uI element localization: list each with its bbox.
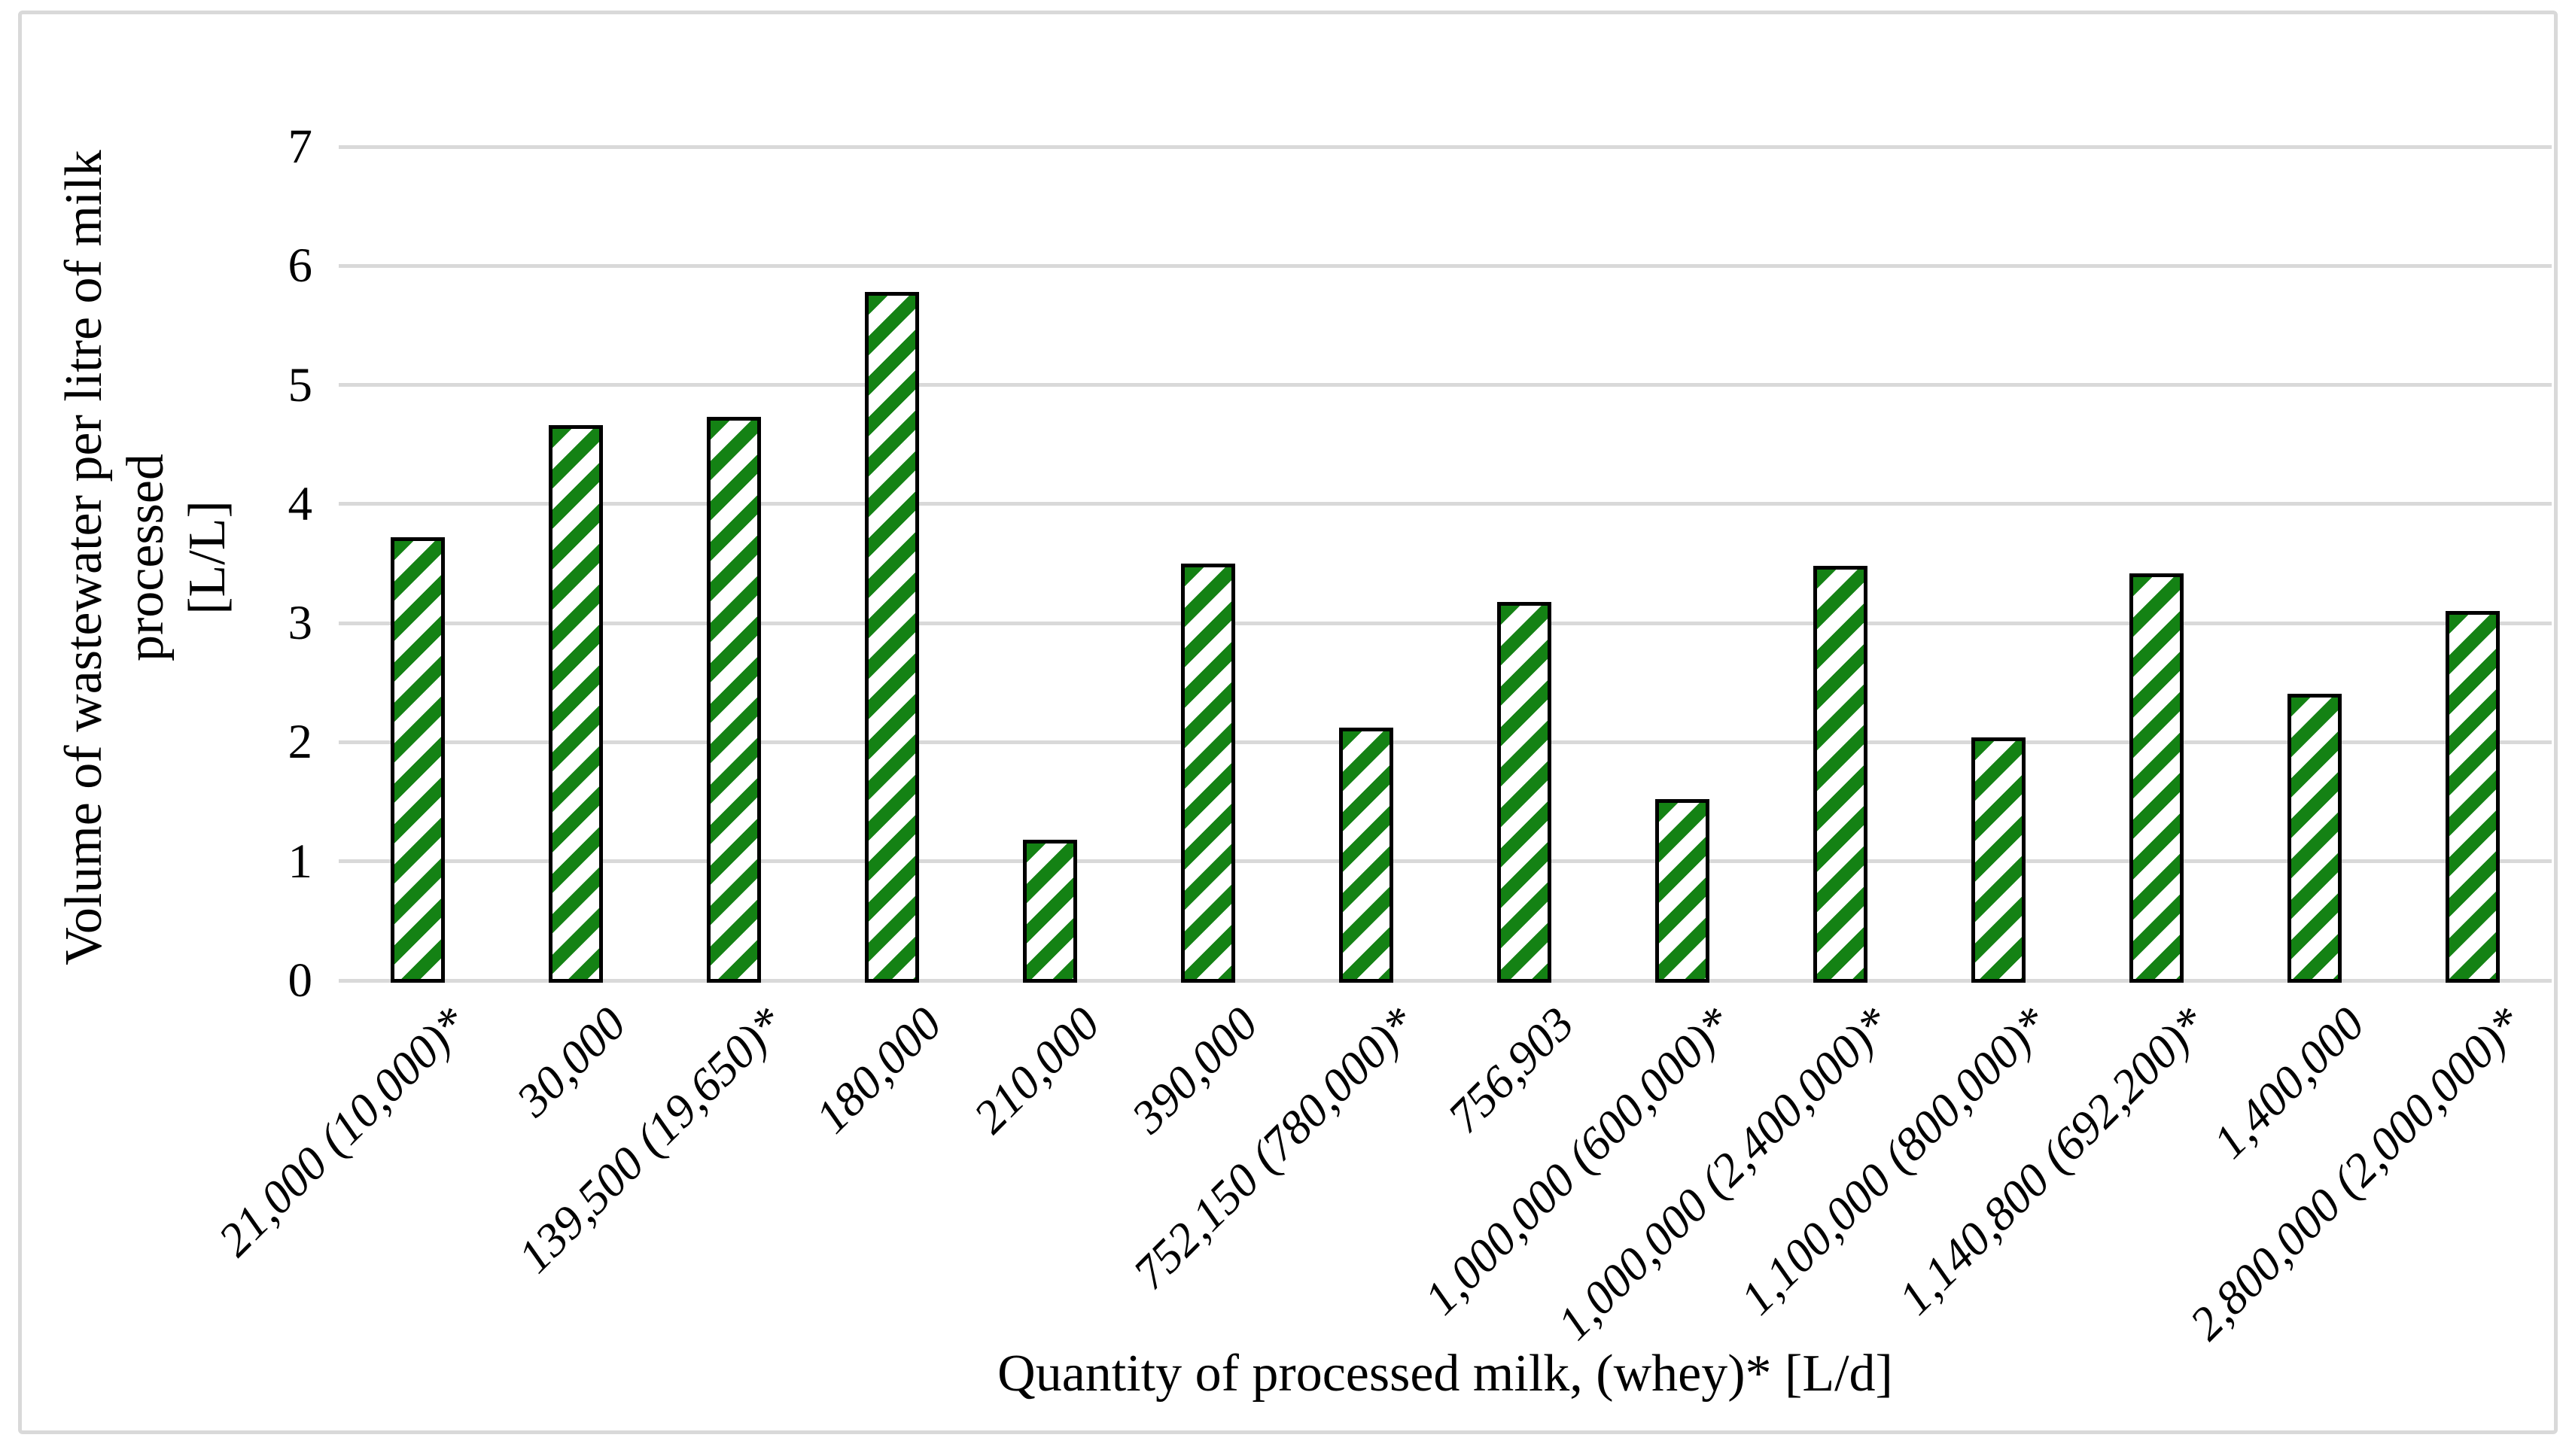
gridline-y6 [339, 263, 2552, 268]
gridline-y7 [339, 144, 2552, 149]
bar [2129, 573, 2184, 983]
gridline-y0 [339, 978, 2552, 983]
plot-area [339, 144, 2552, 983]
bar [2287, 693, 2342, 983]
bar [707, 417, 761, 983]
y-tick-label: 3 [288, 596, 313, 651]
bar [1339, 728, 1393, 983]
bar [2446, 611, 2500, 983]
bar [1813, 566, 1867, 983]
y-tick-label: 5 [288, 357, 313, 412]
gridline-y5 [339, 383, 2552, 388]
gridline-y1 [339, 859, 2552, 864]
bar [1023, 840, 1077, 983]
bar [1497, 601, 1551, 983]
bar [549, 425, 603, 983]
y-axis-title-line1: Volume of wastewater per litre of milk p… [55, 150, 175, 965]
gridline-y3 [339, 621, 2552, 625]
x-axis-title: Quantity of processed milk, (whey)* [L/d… [997, 1345, 1893, 1403]
y-tick-label: 6 [288, 239, 313, 293]
y-tick-label: 0 [288, 953, 313, 1008]
bar [1971, 737, 2026, 983]
bar [1181, 564, 1235, 983]
y-tick-label: 1 [288, 834, 313, 889]
y-tick-label: 2 [288, 715, 313, 770]
y-tick-label: 7 [288, 120, 313, 174]
bar [391, 537, 445, 983]
bar [865, 292, 919, 983]
gridline-y4 [339, 502, 2552, 506]
bar [1655, 799, 1709, 983]
y-tick-label: 4 [288, 476, 313, 531]
gridline-y2 [339, 740, 2552, 744]
